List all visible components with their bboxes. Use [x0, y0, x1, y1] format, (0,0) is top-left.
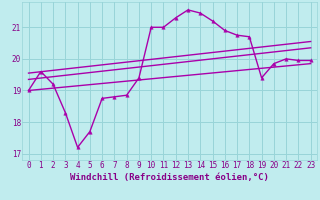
X-axis label: Windchill (Refroidissement éolien,°C): Windchill (Refroidissement éolien,°C) [70, 173, 269, 182]
